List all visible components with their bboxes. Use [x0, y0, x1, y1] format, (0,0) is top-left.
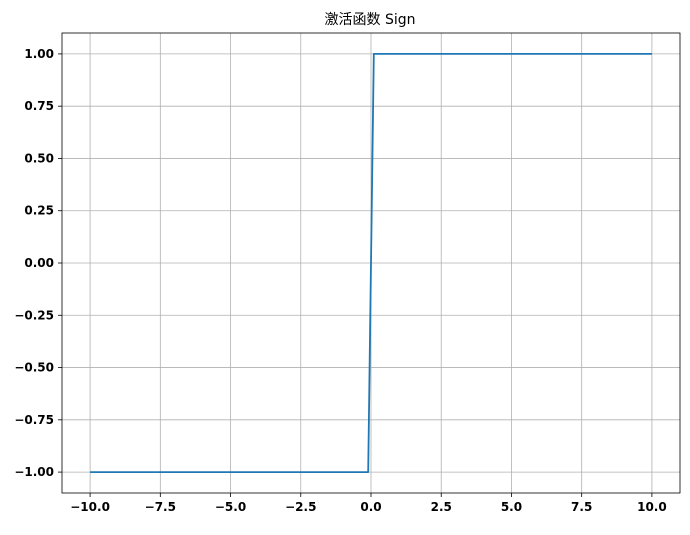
x-tick-label: 2.5 — [431, 500, 452, 514]
y-tick-label: −0.25 — [14, 308, 54, 322]
x-tick-label: −10.0 — [70, 500, 110, 514]
x-tick-label: −5.0 — [215, 500, 246, 514]
x-tick-label: 0.0 — [360, 500, 381, 514]
y-tick-label: −1.00 — [14, 465, 54, 479]
y-tick-label: −0.75 — [14, 413, 54, 427]
series-layer — [90, 53, 652, 473]
y-tick-label: 1.00 — [24, 47, 54, 61]
series-line — [90, 53, 652, 473]
x-tick-label: 10.0 — [637, 500, 667, 514]
x-tick-label: −7.5 — [145, 500, 176, 514]
y-tick-label: 0.00 — [24, 256, 54, 270]
y-axis-ticks: 1.00 0.75 0.50 0.25 0.00 −0.25 −0.50 −0.75 −1.00 — [14, 47, 62, 479]
x-tick-label: −2.5 — [285, 500, 316, 514]
x-tick-label: 5.0 — [501, 500, 522, 514]
x-axis-ticks: −10.0 −7.5 −5.0 −2.5 0.0 2.5 5.0 7.5 10.0 — [70, 493, 667, 514]
y-tick-label: 0.25 — [24, 204, 54, 218]
x-tick-label: 7.5 — [571, 500, 592, 514]
y-tick-label: −0.50 — [14, 361, 54, 375]
chart-title: 激活函数 Sign — [325, 11, 416, 28]
y-tick-label: 0.75 — [24, 99, 54, 113]
y-tick-label: 0.50 — [24, 151, 54, 165]
